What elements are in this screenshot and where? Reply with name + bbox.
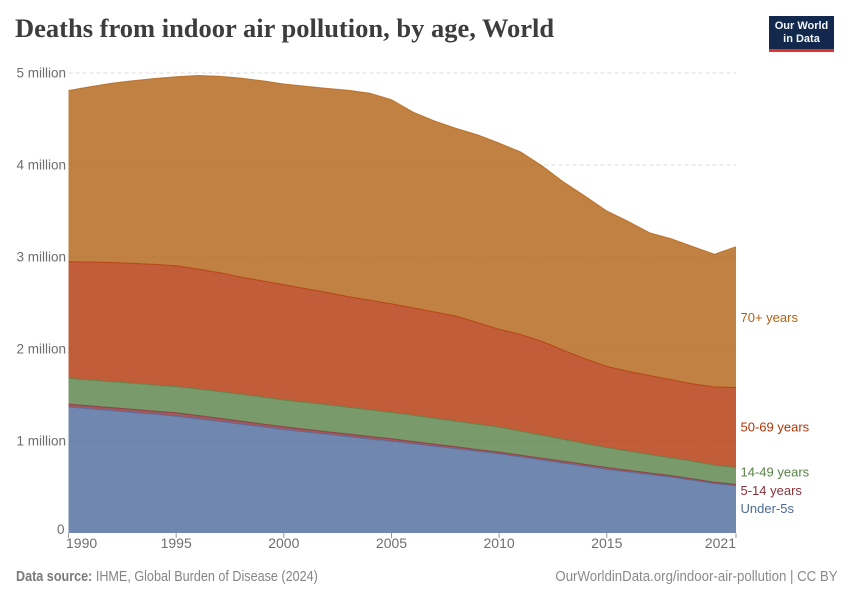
svg-text:5-14 years: 5-14 years [741,483,803,498]
svg-text:70+ years: 70+ years [741,310,799,325]
svg-text:1990: 1990 [66,535,97,551]
svg-text:1 million: 1 million [16,434,66,449]
svg-text:2015: 2015 [591,535,622,551]
svg-text:14-49 years: 14-49 years [741,465,810,480]
svg-text:4 million: 4 million [16,158,66,173]
svg-text:2 million: 2 million [16,342,66,357]
svg-text:2010: 2010 [484,535,515,551]
svg-text:3 million: 3 million [16,250,66,265]
svg-text:50-69 years: 50-69 years [741,420,810,435]
svg-text:1995: 1995 [161,535,192,551]
svg-text:Under-5s: Under-5s [741,501,795,516]
svg-text:5 million: 5 million [16,66,66,81]
svg-text:0: 0 [57,522,65,537]
svg-text:2021: 2021 [705,535,736,551]
svg-text:2000: 2000 [268,535,299,551]
svg-text:2005: 2005 [376,535,407,551]
